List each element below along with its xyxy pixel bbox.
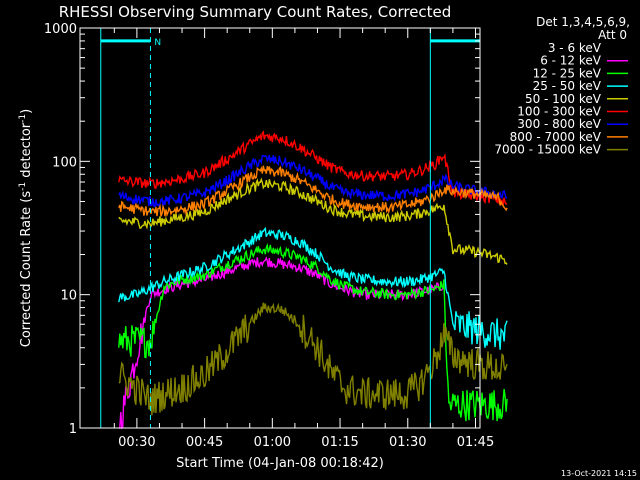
legend-label-6: 100 - 300 keV — [517, 105, 601, 119]
y-axis-label-main: Corrected Count Rate (s — [19, 191, 34, 348]
legend-label-9: 7000 - 15000 keV — [494, 143, 601, 157]
series-line-3 — [118, 242, 508, 422]
series-line-2 — [118, 256, 445, 430]
series-line-1 — [118, 271, 467, 429]
plot-frame — [79, 27, 481, 429]
y-tick-label: 10 — [60, 289, 77, 304]
y-axis: 1 10 100 1000 — [44, 22, 480, 437]
legend-label-2: 6 - 12 keV — [540, 54, 602, 68]
series-layer — [118, 130, 508, 430]
series-line-7 — [118, 154, 508, 208]
x-tick-label: 00:30 — [118, 435, 155, 450]
x-tick-label: 01:45 — [457, 435, 494, 450]
x-axis-label: Start Time (04-Jan-08 00:18:42) — [176, 456, 384, 471]
y-tick-label: 1000 — [44, 22, 77, 37]
series-line-6 — [118, 130, 508, 207]
y-tick-label: 1 — [69, 422, 77, 437]
series-line-8 — [118, 165, 508, 218]
y-tick-label: 100 — [52, 155, 77, 170]
x-tick-label: 01:00 — [254, 435, 291, 450]
x-tick-label: 00:45 — [186, 435, 223, 450]
legend-header-2: Att 0 — [598, 28, 627, 42]
x-tick-label: 01:15 — [321, 435, 358, 450]
y-axis-label: Corrected Count Rate (s-1 detector-1) — [18, 109, 34, 347]
y-axis-label-sup1: -1 — [18, 182, 28, 191]
legend-label-3: 12 - 25 keV — [533, 66, 602, 80]
legend-label-4: 25 - 50 keV — [533, 79, 602, 93]
footer-date: 13-Oct-2021 14:15 — [561, 469, 637, 478]
chart-title: RHESSI Observing Summary Count Rates, Co… — [59, 3, 452, 21]
legend-header-1: Det 1,3,4,5,6,9, — [536, 15, 630, 29]
x-axis: 00:30 00:45 01:00 01:15 01:30 01:45 — [113, 28, 494, 450]
series-line-9 — [118, 302, 508, 416]
night-marker-label: N — [154, 38, 161, 48]
y-axis-label-mid: detector — [19, 122, 34, 182]
legend-label-8: 800 - 7000 keV — [510, 130, 602, 144]
series-line-4 — [118, 226, 508, 350]
x-tick-label: 01:30 — [389, 435, 426, 450]
legend-label-5: 50 - 100 keV — [525, 92, 602, 106]
legend-label-7: 300 - 800 keV — [517, 117, 601, 131]
y-axis-label-end: ) — [19, 109, 34, 114]
legend-label-1: 3 - 6 keV — [548, 41, 602, 55]
series-line-5 — [118, 177, 508, 265]
y-axis-label-sup2: -1 — [18, 114, 28, 123]
